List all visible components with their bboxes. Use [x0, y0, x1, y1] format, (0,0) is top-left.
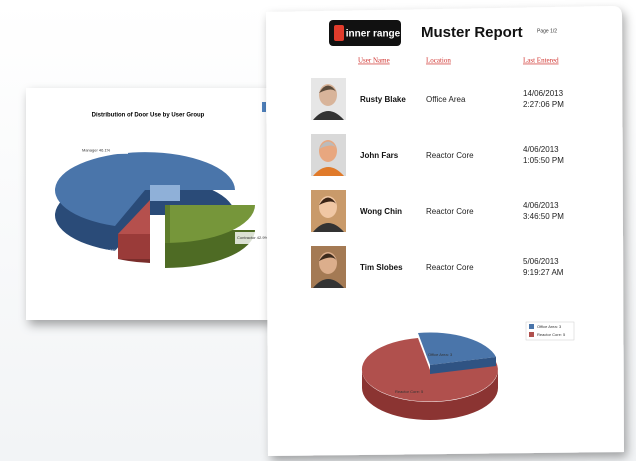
legend-swatch: [529, 332, 534, 337]
time: 3:46:50 PM: [523, 212, 564, 221]
location: Reactor Core: [426, 207, 474, 216]
legend-swatch: [262, 102, 266, 112]
photo: [311, 246, 346, 288]
report-sheet: inner range Muster Report Page 1/2 User …: [266, 6, 624, 456]
date: 5/06/2013: [523, 257, 559, 266]
legend-entry: Reactor Core: 5: [537, 332, 566, 337]
legend-swatch: [529, 324, 534, 329]
photo: [311, 134, 346, 176]
scene: Distribution of Door Use by User Group M…: [0, 0, 636, 461]
pie-label: Office Area: 3: [428, 352, 453, 357]
column-header: Location: [426, 57, 451, 65]
report-title: Muster Report: [421, 24, 523, 41]
user-name: Wong Chin: [360, 207, 402, 216]
logo-text: inner range: [346, 29, 401, 40]
location: Reactor Core: [426, 263, 474, 272]
user-name: John Fars: [360, 151, 399, 160]
pie-label: Contractor 42.9%: [237, 235, 269, 240]
time: 2:27:06 PM: [523, 100, 564, 109]
user-name: Tim Slobes: [360, 263, 403, 272]
pie-label: Reactor Core: 5: [395, 389, 424, 394]
page-number: Page 1/2: [537, 28, 557, 34]
legend-entry: Office Area: 3: [537, 324, 562, 329]
column-header: Last Entered: [523, 57, 559, 65]
column-header: User Name: [358, 57, 390, 65]
time: 9:19:27 AM: [523, 268, 564, 277]
user-name: Rusty Blake: [360, 95, 406, 104]
location: Office Area: [426, 95, 466, 104]
location: Reactor Core: [426, 151, 474, 160]
date: 14/06/2013: [523, 89, 564, 98]
photo: [311, 190, 346, 232]
photo: [311, 78, 346, 120]
logo-mark: [334, 25, 344, 41]
date: 4/06/2013: [523, 201, 559, 210]
time: 1:05:50 PM: [523, 156, 564, 165]
pie-label: Manager 46.1%: [82, 148, 111, 153]
chart-title: Distribution of Door Use by User Group: [92, 113, 205, 119]
date: 4/06/2013: [523, 145, 559, 154]
page: Distribution of Door Use by User Group M…: [0, 0, 636, 461]
left-sheet: Distribution of Door Use by User Group M…: [26, 88, 270, 320]
pie-label: Staff 11%: [100, 248, 117, 253]
